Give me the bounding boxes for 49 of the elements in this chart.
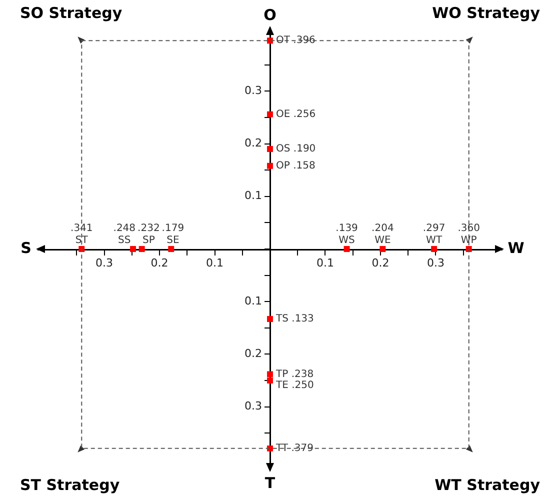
- y-tick-label: 0.1: [244, 294, 262, 308]
- y-tick-label: 0.3: [244, 400, 262, 413]
- text: S: [20, 238, 32, 257]
- annotation: .341 ST: [70, 223, 93, 246]
- text: SO Strategy: [20, 4, 122, 22]
- data-label: OE .256: [276, 108, 316, 120]
- y-tick-label: 0.3: [244, 84, 262, 97]
- point: [431, 246, 438, 252]
- x-tick-label: 0.1: [316, 256, 334, 270]
- point: [267, 162, 273, 169]
- data-label: TT .379: [275, 443, 314, 454]
- annotation: .204 WE: [372, 223, 394, 246]
- point: [344, 246, 350, 252]
- point: [267, 378, 273, 384]
- annotation: .139 WS: [336, 223, 358, 246]
- annotation: .179 SE: [162, 223, 184, 246]
- x-tick-label: 0.3: [96, 256, 114, 270]
- data-label: OS .190: [276, 144, 316, 155]
- y-tick-label: 0.1: [244, 189, 262, 202]
- text: T: [264, 474, 276, 492]
- y-tick-label: 0.2: [244, 347, 262, 360]
- annotation: .232 SP: [138, 223, 160, 246]
- annotation: .297 WT: [422, 223, 446, 246]
- x-tick-label: 0.2: [372, 256, 390, 270]
- data-label: TP .238: [275, 368, 314, 380]
- x-tick-label: 0.1: [206, 256, 224, 270]
- text: WT Strategy: [434, 476, 540, 494]
- point: [267, 371, 273, 378]
- point: [168, 246, 174, 252]
- y-tick-label: 0.2: [244, 136, 262, 150]
- data-label: TE .250: [275, 380, 314, 391]
- text: WO Strategy: [432, 4, 540, 22]
- point: [138, 246, 145, 252]
- point: [130, 246, 136, 252]
- point: [267, 146, 273, 152]
- point: [267, 38, 273, 44]
- data-label: TS .133: [275, 314, 314, 325]
- point: [380, 246, 386, 252]
- annotation: .360 WP: [458, 223, 480, 246]
- text: W: [508, 238, 525, 257]
- annotation: .248 SS: [113, 223, 136, 246]
- x-tick-label: 0.2: [150, 256, 168, 270]
- point: [267, 316, 273, 322]
- text: ST Strategy: [20, 476, 120, 494]
- data-label: OP .158: [276, 160, 316, 172]
- text: O: [264, 6, 276, 24]
- point: [267, 111, 273, 118]
- x-tick-label: 0.3: [426, 256, 444, 270]
- data-label: OT .396: [276, 35, 316, 46]
